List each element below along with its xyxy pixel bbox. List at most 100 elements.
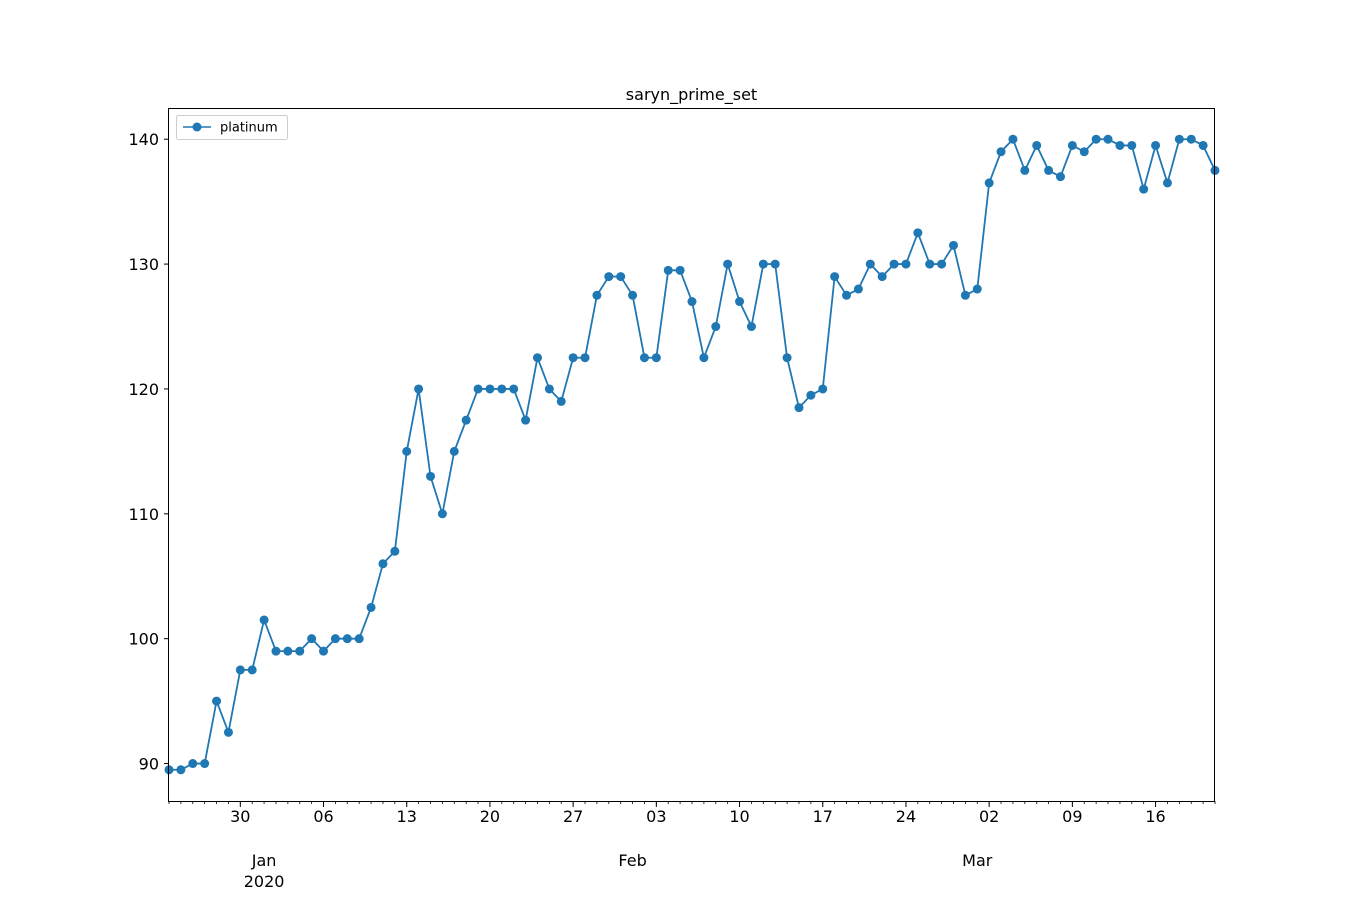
data-point bbox=[342, 634, 352, 644]
data-point bbox=[853, 284, 863, 294]
data-point bbox=[604, 272, 614, 282]
data-point bbox=[592, 290, 602, 300]
data-point bbox=[960, 290, 970, 300]
data-point bbox=[746, 322, 756, 332]
data-point bbox=[901, 259, 911, 269]
data-point bbox=[1103, 134, 1113, 144]
data-point bbox=[663, 265, 673, 275]
data-point bbox=[223, 727, 233, 737]
plot-frame bbox=[168, 108, 1215, 802]
data-point bbox=[509, 384, 519, 394]
data-point bbox=[212, 696, 222, 706]
data-point bbox=[247, 665, 257, 675]
data-point bbox=[402, 446, 412, 456]
data-point bbox=[628, 290, 638, 300]
data-point bbox=[925, 259, 935, 269]
x-month-label: Feb bbox=[618, 851, 646, 870]
data-point bbox=[235, 665, 245, 675]
data-point bbox=[842, 290, 852, 300]
data-point bbox=[307, 634, 317, 644]
data-point bbox=[414, 384, 424, 394]
data-point bbox=[1115, 140, 1125, 150]
data-point bbox=[699, 353, 709, 363]
y-tick-label: 100 bbox=[128, 630, 159, 649]
data-point bbox=[949, 240, 958, 250]
data-point bbox=[1020, 165, 1030, 175]
data-point bbox=[889, 259, 899, 269]
data-point bbox=[485, 384, 495, 394]
data-point bbox=[1032, 140, 1042, 150]
x-month-label: Jan bbox=[251, 851, 277, 870]
data-point bbox=[449, 446, 459, 456]
data-point bbox=[1044, 165, 1054, 175]
data-point bbox=[330, 634, 340, 644]
data-point bbox=[568, 353, 578, 363]
data-point bbox=[913, 228, 923, 238]
y-tick-label: 130 bbox=[128, 255, 159, 274]
data-point bbox=[556, 396, 566, 406]
data-point bbox=[830, 272, 840, 282]
data-point bbox=[378, 559, 388, 569]
x-tick-label: 09 bbox=[1062, 807, 1082, 826]
data-point bbox=[176, 765, 186, 775]
data-point bbox=[473, 384, 483, 394]
data-point bbox=[1055, 172, 1065, 182]
data-point bbox=[806, 390, 816, 400]
data-point bbox=[1091, 134, 1101, 144]
data-point bbox=[651, 353, 661, 363]
data-point bbox=[366, 602, 376, 612]
data-point bbox=[1162, 178, 1172, 188]
data-point bbox=[437, 509, 447, 519]
x-tick-label: 17 bbox=[813, 807, 833, 826]
data-point bbox=[639, 353, 649, 363]
data-point bbox=[616, 272, 626, 282]
x-tick-label: 30 bbox=[230, 807, 250, 826]
data-point bbox=[996, 147, 1006, 157]
data-point bbox=[1151, 140, 1161, 150]
data-point bbox=[723, 259, 733, 269]
data-point bbox=[426, 471, 435, 481]
data-point bbox=[687, 297, 697, 307]
x-tick-label: 03 bbox=[646, 807, 666, 826]
data-point bbox=[735, 297, 745, 307]
data-point bbox=[188, 759, 198, 769]
data-point bbox=[758, 259, 768, 269]
data-point bbox=[972, 284, 982, 294]
data-point bbox=[711, 322, 721, 332]
data-point bbox=[865, 259, 875, 269]
data-point bbox=[390, 546, 400, 556]
data-point bbox=[271, 646, 281, 656]
data-point bbox=[1186, 134, 1196, 144]
data-point bbox=[259, 615, 269, 625]
chart-title: saryn_prime_set bbox=[626, 85, 757, 105]
data-point bbox=[200, 759, 210, 769]
data-point bbox=[1174, 134, 1184, 144]
x-tick-label: 20 bbox=[480, 807, 500, 826]
data-point bbox=[354, 634, 364, 644]
data-point bbox=[782, 353, 792, 363]
data-point bbox=[770, 259, 780, 269]
x-month-label: Mar bbox=[962, 851, 993, 870]
data-point bbox=[937, 259, 947, 269]
legend: platinum bbox=[176, 115, 288, 140]
y-tick-label: 90 bbox=[139, 755, 159, 774]
x-tick-label: 24 bbox=[896, 807, 916, 826]
data-point bbox=[877, 272, 887, 282]
legend-marker bbox=[192, 122, 202, 132]
data-point bbox=[532, 353, 542, 363]
x-year-label: 2020 bbox=[244, 872, 285, 891]
data-point bbox=[675, 265, 685, 275]
series-line-platinum bbox=[169, 138, 1216, 771]
data-point bbox=[818, 384, 828, 394]
data-point bbox=[1127, 140, 1137, 150]
data-point bbox=[544, 384, 554, 394]
data-point bbox=[283, 646, 293, 656]
y-tick-label: 110 bbox=[128, 505, 159, 524]
x-tick-label: 02 bbox=[979, 807, 999, 826]
data-point bbox=[461, 415, 471, 425]
data-point bbox=[319, 646, 329, 656]
data-point bbox=[794, 403, 804, 413]
series-marks bbox=[164, 134, 1220, 775]
data-point bbox=[521, 415, 531, 425]
